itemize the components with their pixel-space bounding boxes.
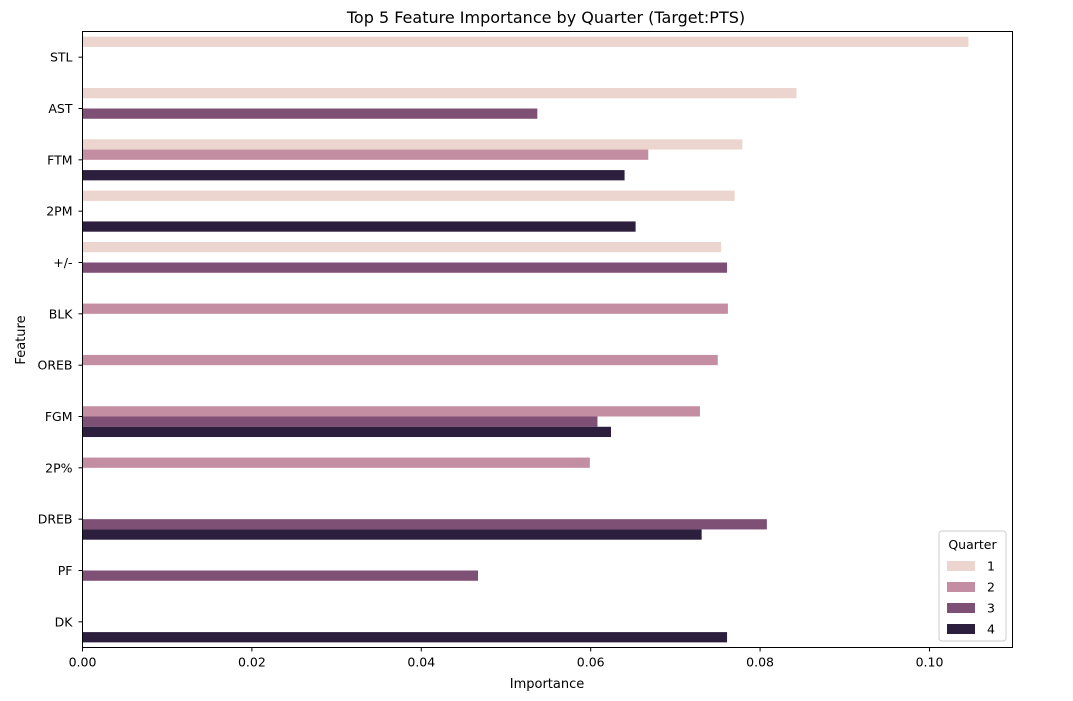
x-tick-label: 0.08 — [746, 655, 774, 670]
bar-FTM-q2 — [82, 149, 649, 160]
bar-PF-q3 — [82, 570, 479, 581]
y-tick-label: 2PM — [46, 204, 72, 219]
y-tick-label: AST — [48, 101, 72, 116]
x-axis-label: Importance — [510, 677, 585, 692]
bar-BLK-q2 — [82, 303, 728, 314]
x-tick-label: 0.06 — [577, 655, 605, 670]
legend-label-q2: 2 — [987, 580, 995, 595]
bar-2PM-q4 — [82, 221, 636, 232]
y-tick-label: BLK — [49, 306, 74, 321]
legend-swatch-q4 — [947, 624, 975, 634]
y-tick-label: FTM — [47, 152, 72, 167]
legend-label-q1: 1 — [987, 559, 995, 574]
legend: Quarter 1 2 3 4 — [938, 530, 1007, 642]
legend-label-q4: 4 — [987, 622, 995, 637]
bar-AST-q3 — [82, 108, 538, 119]
bar-DREB-q3 — [82, 519, 767, 530]
y-axis-label: Feature — [14, 315, 29, 364]
legend-title: Quarter — [948, 537, 997, 552]
x-tick-label: 0.04 — [407, 655, 435, 670]
chart-title: Top 5 Feature Importance by Quarter (Tar… — [346, 8, 745, 27]
legend-label-q3: 3 — [987, 601, 995, 616]
bar-+/--q3 — [82, 262, 728, 273]
x-axis-ticks: 0.00 0.02 0.04 0.06 0.08 0.10 — [69, 647, 944, 670]
y-tick-label: OREB — [38, 358, 73, 373]
y-tick-label: STL — [50, 50, 73, 65]
y-tick-label: DREB — [38, 512, 73, 527]
y-tick-label: FGM — [45, 409, 73, 424]
legend-swatch-q1 — [947, 561, 975, 571]
bar-2P%-q2 — [82, 457, 590, 468]
y-tick-label: 2P% — [45, 460, 72, 475]
x-tick-label: 0.00 — [69, 655, 97, 670]
bars-group — [82, 36, 969, 643]
y-tick-label: DK — [55, 614, 74, 629]
bar-FGM-q3 — [82, 416, 598, 427]
y-axis-ticks: STL AST FTM 2PM +/- BLK OREB FGM 2P% DREB PF DK — [38, 50, 83, 629]
bar-2PM-q1 — [82, 190, 735, 201]
legend-swatch-q2 — [947, 582, 975, 592]
plot-area — [82, 31, 1013, 648]
bar-FTM-q1 — [82, 139, 743, 150]
bar-FGM-q4 — [82, 426, 612, 438]
x-tick-label: 0.02 — [238, 655, 266, 670]
plot-frame — [82, 31, 1013, 648]
y-tick-label: +/- — [53, 255, 72, 270]
bar-STL-q1 — [82, 36, 969, 47]
bar-AST-q1 — [82, 87, 797, 99]
bar-DREB-q4 — [82, 529, 702, 540]
x-tick-label: 0.10 — [916, 655, 944, 670]
bar-+/--q1 — [82, 241, 722, 253]
legend-swatch-q3 — [947, 603, 975, 613]
bar-OREB-q2 — [82, 354, 718, 366]
bar-FTM-q4 — [82, 170, 625, 181]
y-tick-label: PF — [58, 563, 73, 578]
bar-FGM-q2 — [82, 406, 700, 417]
bar-DK-q4 — [82, 632, 728, 643]
